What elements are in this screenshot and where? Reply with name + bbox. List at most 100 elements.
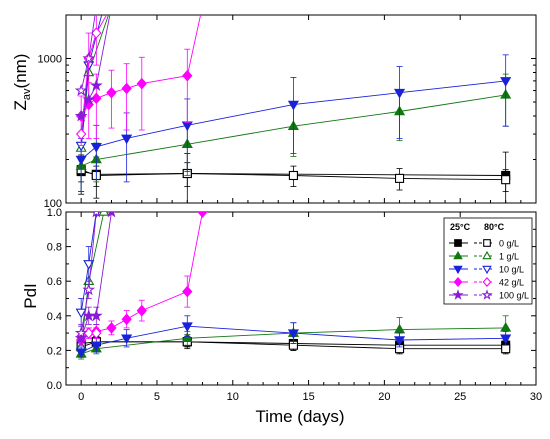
top-line-c42_80 — [80, 15, 108, 135]
top-point-c10_25 — [287, 100, 299, 111]
legend-marker-80 — [482, 265, 492, 275]
top-point-c100_80 — [74, 83, 88, 96]
legend-label: 100 g/L — [499, 291, 529, 301]
bottom-point-c10_25 — [181, 322, 193, 333]
legend-box — [443, 217, 533, 305]
top-point-c10_25 — [393, 88, 406, 99]
bottom-series-layer — [74, 212, 512, 360]
legend-marker-25 — [453, 250, 463, 260]
bottom-point-c10_25 — [75, 348, 87, 359]
bottom-point-c42_25 — [106, 322, 117, 334]
bottom-y-tick-label: 0.2 — [47, 345, 62, 357]
top-y-label-unit: (nm) — [11, 54, 30, 89]
top-point-c0_80 — [394, 173, 405, 183]
top-point-c42_80 — [91, 27, 102, 39]
legend-label: 10 g/L — [499, 265, 524, 275]
top-series-c100_80 — [74, 15, 96, 96]
bottom-point-c42_25 — [182, 285, 193, 298]
bottom-y-tick-label: 0.6 — [47, 276, 62, 288]
bottom-point-c10_25 — [393, 336, 406, 346]
top-point-c100_25 — [74, 109, 88, 122]
x-tick-label: 0 — [78, 391, 84, 403]
top-y-label-main: Z — [11, 100, 30, 110]
top-point-c0_80 — [501, 175, 511, 185]
top-line-c100_25 — [80, 15, 111, 117]
legend-header-25: 25°C — [450, 222, 471, 232]
x-tick-label: 15 — [302, 391, 314, 403]
bottom-point-c0_80 — [501, 344, 511, 354]
bottom-series-c10_25 — [75, 315, 512, 359]
top-y-axis-label: Zav(nm) — [11, 54, 33, 111]
legend-marker-80 — [482, 250, 492, 260]
bottom-point-c10_80 — [75, 308, 87, 319]
x-tick-label: 10 — [227, 391, 239, 403]
top-point-c0_80 — [288, 170, 298, 181]
bottom-point-c42_80 — [91, 327, 102, 339]
bottom-point-c100_80 — [74, 326, 88, 339]
bottom-series-c1_25 — [75, 315, 512, 360]
x-tick-label: 30 — [530, 391, 542, 403]
top-point-c42_80 — [76, 128, 87, 140]
bottom-series-c100_80 — [74, 212, 101, 343]
top-series-c100_25 — [74, 15, 111, 122]
top-point-c10_25 — [75, 155, 87, 166]
bottom-y-tick-label: 0.0 — [47, 380, 62, 392]
legend-marker-25 — [453, 265, 463, 275]
bottom-point-c1_25 — [500, 322, 512, 332]
bottom-y-axis-label: PdI — [21, 283, 40, 309]
bottom-point-c100_25 — [89, 309, 103, 322]
top-y-tick-label: 1000 — [38, 53, 62, 65]
legend: 25°C 80°C 0 g/L 1 g/L 10 g/L 42 g/L 100 g/L — [443, 217, 533, 305]
top-point-c10_25 — [90, 143, 102, 153]
bottom-point-c1_25 — [393, 323, 406, 334]
bottom-point-c10_25 — [121, 334, 133, 345]
bottom-y-tick-label: 0.4 — [47, 311, 62, 323]
bottom-point-c100_80 — [92, 212, 101, 218]
bottom-point-c10_25 — [500, 334, 512, 345]
top-point-c100_25 — [82, 92, 96, 105]
top-point-c10_25 — [121, 134, 133, 145]
top-y-tick-label: 100 — [44, 198, 62, 210]
bottom-point-c1_80 — [98, 212, 110, 216]
bottom-series-c10_80 — [75, 212, 100, 327]
legend-marker-80 — [482, 277, 492, 287]
bottom-point-c10_25 — [287, 329, 299, 340]
legend-label: 1 g/L — [499, 252, 519, 262]
bottom-point-c1_25 — [181, 332, 193, 343]
legend-marker-80 — [481, 289, 493, 300]
top-point-c42_25 — [182, 69, 193, 82]
top-point-c42_25 — [121, 82, 132, 95]
bottom-line-c100_25 — [80, 212, 112, 339]
top-point-c42_25 — [91, 92, 102, 105]
legend-label: 42 g/L — [499, 278, 524, 288]
top-point-c42_25 — [136, 77, 147, 90]
bottom-panel: 0 5 10 15 20 25 30 0.0 0.2 0.4 0.6 0.8 1.0 — [47, 207, 542, 403]
top-series-layer — [74, 15, 512, 203]
x-tick-label: 25 — [454, 391, 466, 403]
top-point-c10_25 — [500, 77, 512, 87]
top-point-c100_25 — [89, 78, 103, 91]
bottom-point-c100_80 — [82, 283, 96, 296]
top-series-c10_25 — [75, 54, 512, 192]
top-y-label-sub: av — [21, 88, 33, 100]
top-plot-frame — [65, 14, 537, 204]
top-point-c100_80 — [82, 51, 96, 64]
legend-marker-25 — [452, 289, 464, 300]
x-axis-label: Time (days) — [255, 407, 344, 426]
bottom-point-c100_25 — [107, 212, 116, 218]
bottom-y-tick-label: 1.0 — [47, 207, 62, 219]
bottom-point-c10_25 — [90, 341, 102, 352]
top-panel: 100 1000 — [38, 14, 537, 210]
legend-marker-80 — [483, 239, 491, 247]
legend-header-80: 80°C — [484, 222, 505, 232]
legend-marker-25 — [454, 239, 462, 247]
x-tick-label: 20 — [378, 391, 390, 403]
x-tick-label: 5 — [154, 391, 160, 403]
top-point-c42_25 — [106, 86, 117, 99]
legend-marker-25 — [453, 277, 463, 287]
bottom-point-c42_25 — [136, 304, 147, 317]
bottom-point-c42_25 — [121, 313, 132, 326]
legend-label: 0 g/L — [499, 239, 519, 249]
